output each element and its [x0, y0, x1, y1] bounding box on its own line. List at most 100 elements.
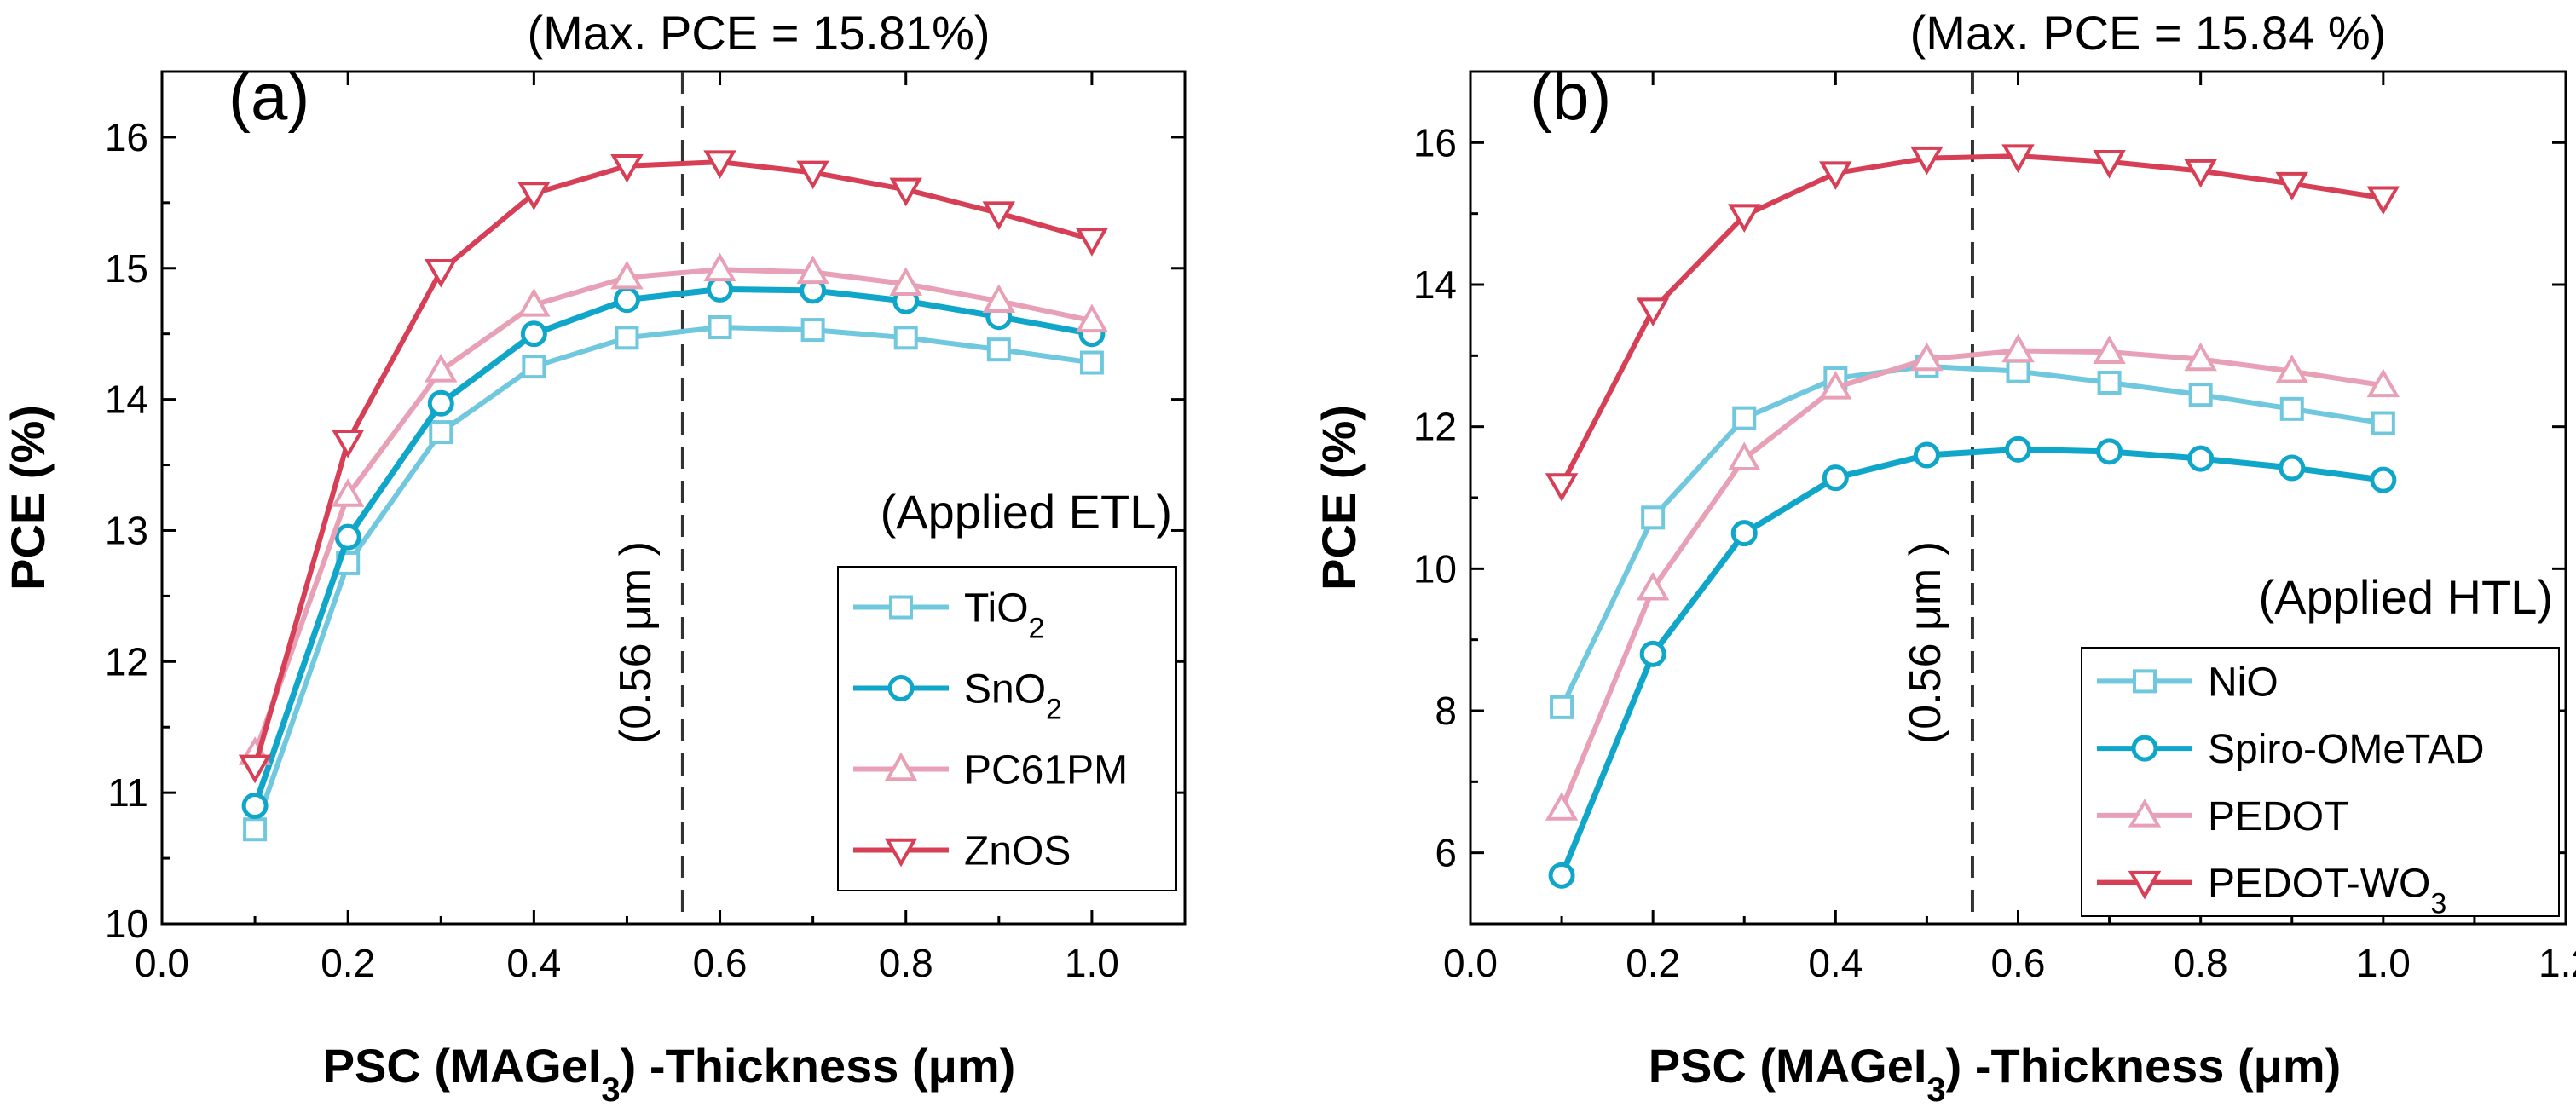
- data-point: [703, 252, 736, 282]
- y-tick-label: 12: [105, 639, 148, 683]
- data-point: [613, 286, 640, 314]
- data-point: [334, 523, 361, 551]
- data-point: [1910, 146, 1944, 176]
- series-line-nio: [1559, 363, 2384, 709]
- data-point: [2366, 186, 2400, 216]
- legend-title: (Applied HTL): [2259, 570, 2553, 624]
- data-point: [1550, 695, 1574, 719]
- data-point: [893, 326, 918, 350]
- chart-title: (Max. PCE = 15.84 %): [1910, 6, 2387, 60]
- data-point: [2096, 438, 2123, 465]
- data-point: [1910, 342, 1944, 372]
- data-point: [520, 320, 547, 348]
- data-point: [796, 160, 829, 190]
- legend-marker: [2128, 870, 2162, 900]
- series-line-pedot-wo3: [1559, 153, 2384, 487]
- data-point: [1728, 441, 1761, 470]
- x-tick-label: 0.0: [135, 941, 189, 985]
- data-point: [2097, 371, 2122, 395]
- y-tick-label: 6: [1435, 831, 1457, 875]
- data-point: [796, 255, 829, 285]
- y-tick-label: 14: [105, 378, 148, 422]
- legend-title: (Applied ETL): [881, 485, 1172, 539]
- data-point: [238, 754, 272, 784]
- y-axis-label: PCE (%): [1312, 405, 1366, 591]
- data-point: [1822, 464, 1849, 492]
- data-point: [1545, 792, 1579, 821]
- data-point: [2187, 445, 2215, 472]
- legend-marker: [887, 675, 915, 701]
- data-point: [1548, 862, 1575, 889]
- data-point: [1545, 473, 1579, 502]
- data-point: [2366, 368, 2400, 398]
- data-point: [425, 259, 458, 288]
- legend-entry: ZnOS: [964, 829, 1071, 874]
- data-point: [615, 326, 639, 350]
- legend-entry: PC61PM: [964, 748, 1128, 793]
- data-point: [2001, 144, 2035, 173]
- data-point: [1730, 520, 1758, 547]
- x-axis-label: PSC (MAGeI3) -Thickness (μm): [323, 1039, 1016, 1109]
- x-tick-label: 0.6: [1991, 941, 2046, 985]
- legend-marker: [884, 838, 918, 868]
- series-line-znos: [252, 159, 1093, 768]
- y-tick-label: 12: [1413, 405, 1457, 449]
- legend-marker: [2128, 799, 2162, 828]
- data-point: [800, 318, 825, 343]
- reference-vline-label: (0.56 μm ): [611, 541, 661, 744]
- x-tick-label: 0.8: [2174, 941, 2228, 985]
- plot-frame: [160, 70, 1187, 926]
- data-point: [2001, 333, 2035, 363]
- series-line-spiro-ometad: [1558, 446, 2384, 877]
- x-tick-label: 0.4: [506, 941, 561, 985]
- x-tick-label: 0.6: [693, 941, 748, 985]
- legend-marker: [884, 752, 918, 781]
- data-point: [427, 389, 454, 417]
- data-point: [331, 478, 365, 507]
- legend-entry: TiO2: [964, 586, 1044, 645]
- data-point: [331, 430, 365, 458]
- y-tick-label: 14: [1413, 262, 1457, 307]
- data-point: [1732, 406, 1757, 430]
- y-axis-label: PCE (%): [1, 405, 55, 591]
- x-tick-label: 1.0: [1065, 941, 1119, 985]
- y-tick-label: 13: [105, 508, 148, 552]
- legend-entry: PEDOT-WO3: [2208, 862, 2446, 920]
- x-tick-label: 1.2: [2538, 941, 2576, 985]
- y-tick-label: 11: [107, 770, 148, 815]
- data-point: [708, 315, 732, 339]
- data-point: [243, 817, 268, 842]
- data-point: [1636, 297, 1670, 326]
- legend-box: [837, 566, 1177, 891]
- chart-title: (Max. PCE = 15.81%): [527, 6, 990, 60]
- data-point: [1639, 640, 1666, 667]
- data-point: [986, 337, 1011, 362]
- legend-marker: [2131, 735, 2158, 762]
- data-point: [517, 182, 551, 210]
- data-point: [889, 177, 922, 207]
- x-tick-label: 0.0: [1443, 941, 1498, 985]
- y-tick-label: 16: [1413, 120, 1457, 164]
- data-point: [425, 353, 458, 383]
- x-tick-label: 0.2: [1626, 941, 1680, 985]
- data-point: [517, 288, 551, 317]
- legend-entry: Spiro-OMeTAD: [2208, 727, 2485, 772]
- data-point: [1728, 204, 1761, 233]
- panel-label: (b): [1530, 59, 1611, 134]
- legend-marker: [2133, 669, 2157, 694]
- data-point: [2279, 396, 2304, 421]
- legend-box: [2081, 647, 2560, 917]
- y-tick-label: 15: [105, 246, 148, 291]
- data-point: [1819, 371, 1852, 400]
- series-line-tio2: [252, 325, 1093, 831]
- data-point: [2006, 359, 2030, 383]
- y-tick-label: 16: [105, 115, 148, 159]
- legend-entry: SnO2: [964, 667, 1062, 726]
- data-point: [1075, 228, 1109, 257]
- y-tick-label: 10: [1413, 546, 1457, 591]
- data-point: [2370, 466, 2397, 493]
- series-line-sno2: [251, 285, 1093, 807]
- data-point: [2275, 354, 2308, 383]
- data-point: [1075, 303, 1109, 333]
